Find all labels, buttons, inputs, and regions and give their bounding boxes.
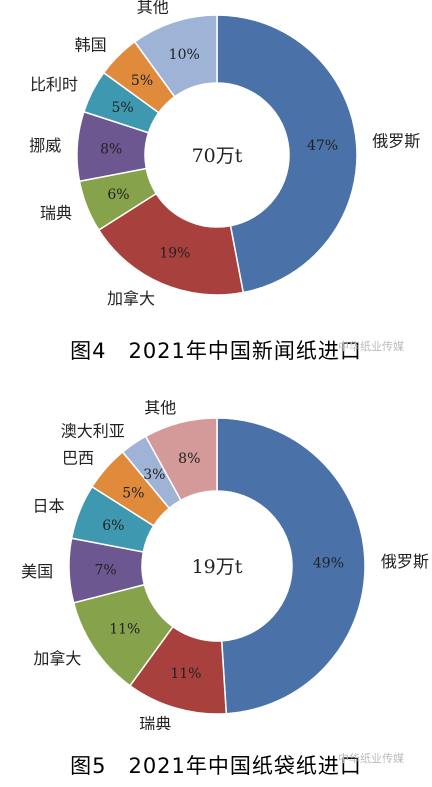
donut-slice — [144, 417, 218, 502]
slice-category-label: 瑞典 — [139, 714, 171, 730]
donut-center-label: 70万t — [192, 145, 243, 167]
slice-percent-label: 3% — [143, 467, 165, 483]
slice-percent-label: 10% — [169, 47, 200, 63]
slice-category-label: 加拿大 — [33, 649, 81, 668]
slice-category-label: 瑞典 — [40, 203, 72, 222]
slice-percent-label: 6% — [107, 187, 129, 203]
slice-percent-label: 11% — [109, 622, 140, 638]
slice-percent-label: 49% — [313, 555, 344, 571]
chart-caption-sack-paper: 图5 2021年中国纸袋纸进口 — [70, 754, 362, 778]
sack-paper-import-donut-chart: 49% 俄罗斯 11% 瑞典 11% 加拿大 7% 美国 6% 日本 5% 巴西 3% 澳大利亚 8% 其他 1… — [21, 400, 429, 730]
slice-category-label: 美国 — [21, 562, 53, 581]
slice-percent-label: 8% — [178, 451, 200, 467]
slice-category-label: 加拿大 — [107, 289, 155, 308]
donut-center-label: 19万t — [192, 556, 243, 578]
chart-caption-newsprint: 图4 2021年中国新闻纸进口 — [70, 339, 362, 363]
slice-percent-label: 5% — [111, 100, 133, 116]
slice-category-label: 其他 — [137, 0, 169, 17]
slice-percent-label: 6% — [102, 518, 124, 534]
slice-category-label: 俄罗斯 — [372, 131, 420, 150]
donut-slice — [216, 14, 358, 294]
slice-category-label: 韩国 — [75, 36, 107, 55]
slice-percent-label: 5% — [122, 485, 144, 501]
watermark: 中华纸业传媒 — [338, 752, 404, 765]
slice-category-label: 俄罗斯 — [381, 552, 429, 571]
slice-category-label: 澳大利亚 — [61, 421, 125, 440]
slice-percent-label: 19% — [159, 245, 190, 261]
donut-slice — [216, 417, 366, 715]
slice-category-label: 比利时 — [30, 75, 78, 94]
slice-percent-label: 7% — [94, 563, 116, 579]
slice-percent-label: 5% — [131, 73, 153, 89]
slice-category-label: 其他 — [144, 400, 176, 417]
slice-category-label: 挪威 — [29, 136, 61, 155]
watermark: 中华纸业传媒 — [338, 340, 404, 353]
newsprint-import-donut-chart: 47% 俄罗斯 19% 加拿大 6% 瑞典 8% 挪威 5% 比利时 5% 韩国 10% 其他 70万t — [29, 0, 420, 308]
donut-slice — [133, 14, 218, 98]
slice-percent-label: 47% — [307, 138, 338, 154]
slice-category-label: 巴西 — [62, 449, 94, 468]
slice-category-label: 日本 — [33, 497, 65, 516]
slice-percent-label: 8% — [100, 141, 122, 157]
slice-percent-label: 11% — [170, 666, 201, 682]
